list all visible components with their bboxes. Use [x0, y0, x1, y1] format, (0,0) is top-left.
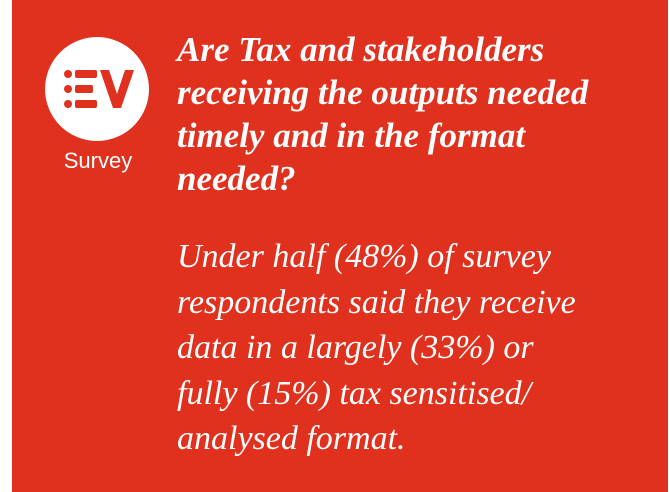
question-line: needed?: [177, 159, 296, 198]
question-line: Are Tax and stakeholders: [177, 30, 545, 69]
answer-line: data in a largely (33%) or: [177, 329, 534, 366]
card: Survey Are Tax and stakeholders receiving…: [12, 0, 668, 492]
survey-icon: [45, 37, 149, 141]
question-line: timely and in the format: [177, 116, 526, 155]
answer: Under half (48%) of survey respondents sa…: [177, 234, 667, 462]
answer-line: Under half (48%) of survey: [177, 238, 551, 275]
question: Are Tax and stakeholders receiving the ou…: [177, 28, 667, 200]
answer-line: analysed format.: [177, 420, 406, 457]
answer-line: respondents said they receive: [177, 283, 576, 321]
answer-line: fully (15%) tax sensitised/: [177, 374, 532, 412]
survey-label: Survey: [63, 148, 133, 173]
question-line: receiving the outputs needed: [177, 73, 589, 112]
